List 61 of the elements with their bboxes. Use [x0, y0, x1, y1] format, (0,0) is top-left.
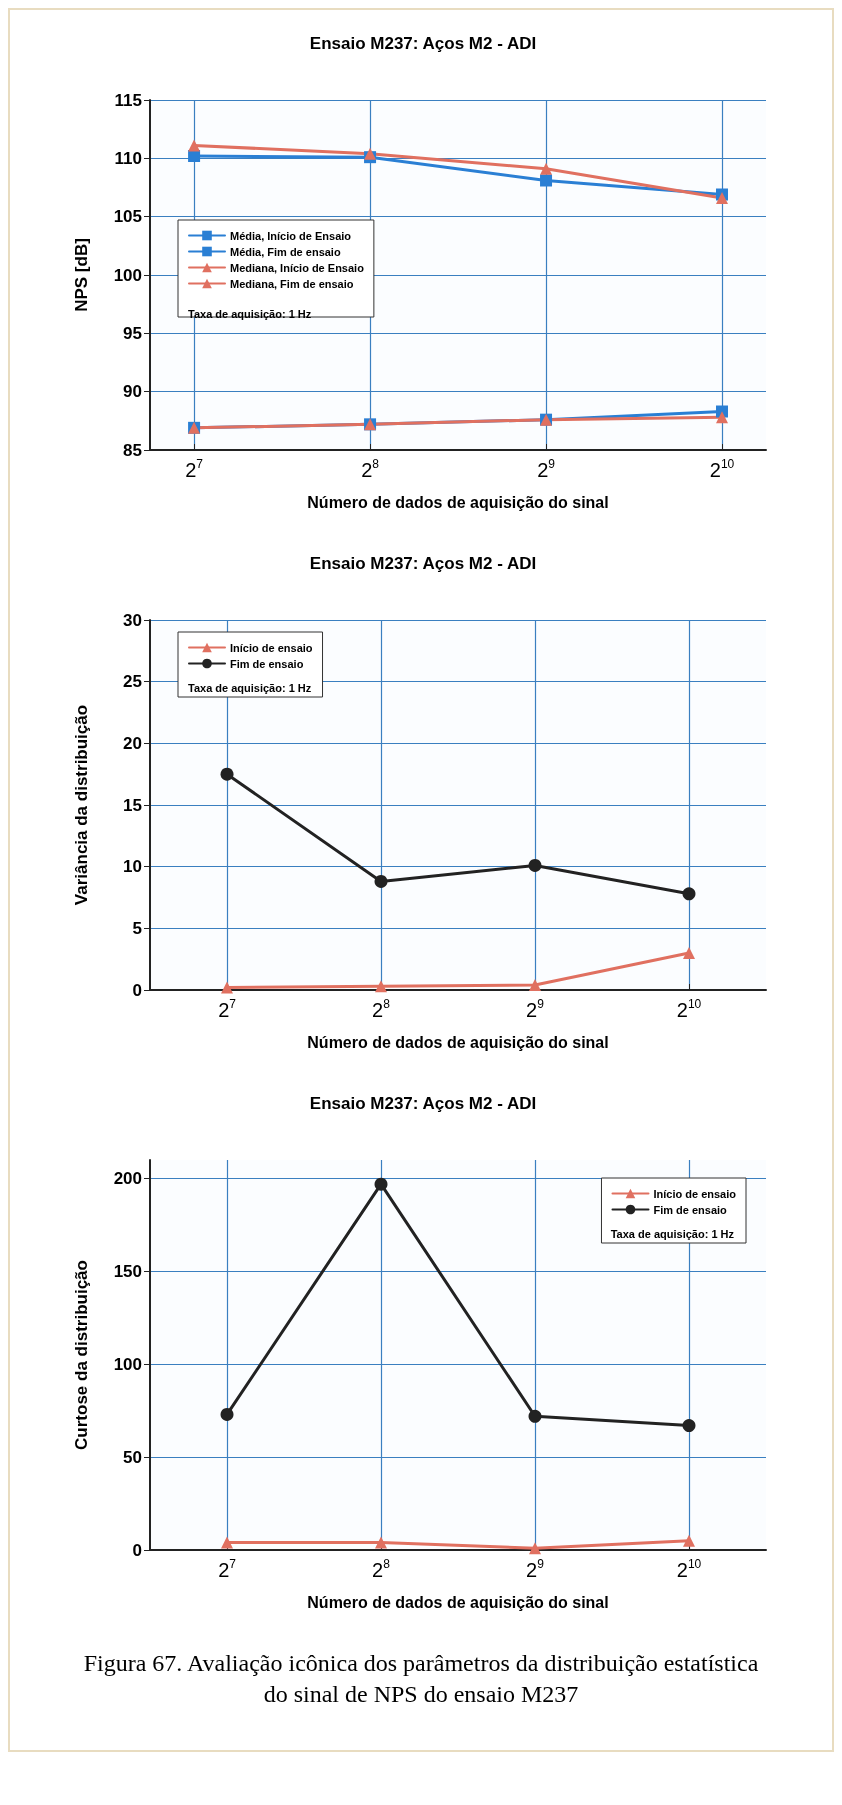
- y-tick-label: 20: [123, 733, 142, 753]
- y-axis-title: Variância da distribuição: [72, 704, 91, 906]
- y-tick-label: 110: [114, 148, 142, 168]
- y-tick-label: 50: [123, 1447, 142, 1467]
- point: [528, 1409, 542, 1423]
- point: [221, 1536, 234, 1549]
- annotation: Taxa de aquisição: 1 Hz: [610, 1227, 735, 1240]
- point: [528, 858, 542, 872]
- annotation: Taxa de aquisição: 1 Hz: [188, 307, 312, 320]
- y-tick-label: 5: [132, 918, 142, 938]
- y-tick-label: 15: [123, 795, 142, 815]
- point: [364, 147, 377, 160]
- chart-title: Ensaio M237: Aços M2 - ADI: [309, 34, 537, 53]
- legend-label: Mediana, Fim de ensaio: [230, 277, 354, 290]
- x-axis-title: Número de dados de aquisição do sinal: [307, 493, 609, 511]
- point: [375, 1536, 388, 1549]
- legend-label: Média, Início de Ensaio: [230, 229, 352, 242]
- point: [716, 192, 729, 204]
- y-tick-label: 85: [123, 440, 142, 460]
- chart-title: Ensaio M237: Aços M2 - ADI: [309, 554, 537, 573]
- point: [220, 1407, 234, 1421]
- legend-label: Início de ensaio: [653, 1187, 737, 1200]
- legend-label: Média, Fim de ensaio: [230, 245, 341, 258]
- point: [221, 981, 234, 994]
- y-tick-label: 30: [123, 610, 142, 630]
- y-tick-label: 200: [113, 1169, 142, 1189]
- text: Figura 67. Avaliação icônica dos parâmetros da distribuição estatística do sinal de NPS do ensaio M237: [82, 1649, 760, 1710]
- y-tick-label: 90: [123, 382, 142, 402]
- y-tick-label: 25: [123, 672, 142, 692]
- y-axis-title: Curtose da distribuição: [72, 1260, 91, 1450]
- y-tick-label: 150: [113, 1261, 142, 1281]
- point: [220, 767, 234, 781]
- y-tick-label: 105: [113, 207, 142, 227]
- x-axis-title: Número de dados de aquisição do sinal: [307, 1033, 609, 1051]
- point: [529, 1542, 541, 1555]
- y-tick-label: 0: [132, 1540, 142, 1560]
- point: [682, 1419, 696, 1433]
- point: [540, 174, 553, 187]
- point: [374, 1177, 388, 1191]
- point: [682, 887, 696, 901]
- point: [374, 874, 388, 888]
- y-tick-label: 10: [123, 857, 142, 877]
- annotation: Taxa de aquisição: 1 Hz: [188, 681, 312, 694]
- y-tick-label: 100: [113, 1354, 142, 1374]
- point: [683, 947, 695, 959]
- legend-label: Início de ensaio: [230, 641, 313, 654]
- y-tick-label: 115: [114, 90, 142, 110]
- y-tick-label: 0: [132, 980, 142, 1000]
- point: [375, 980, 388, 993]
- point: [188, 139, 201, 152]
- y-tick-label: 100: [113, 265, 142, 285]
- legend-label: Fim de ensaio: [653, 1203, 728, 1216]
- point: [683, 1534, 695, 1547]
- legend-label: Mediana, Início de Ensaio: [230, 261, 365, 274]
- point: [540, 162, 553, 175]
- y-tick-label: 95: [123, 323, 142, 343]
- x-axis-title: Número de dados de aquisição do sinal: [307, 1593, 609, 1611]
- chart-title: Ensaio M237: Aços M2 - ADI: [309, 1094, 537, 1113]
- legend-label: Fim de ensaio: [230, 657, 304, 670]
- y-axis-title: NPS [dB]: [72, 238, 91, 312]
- point: [529, 979, 541, 992]
